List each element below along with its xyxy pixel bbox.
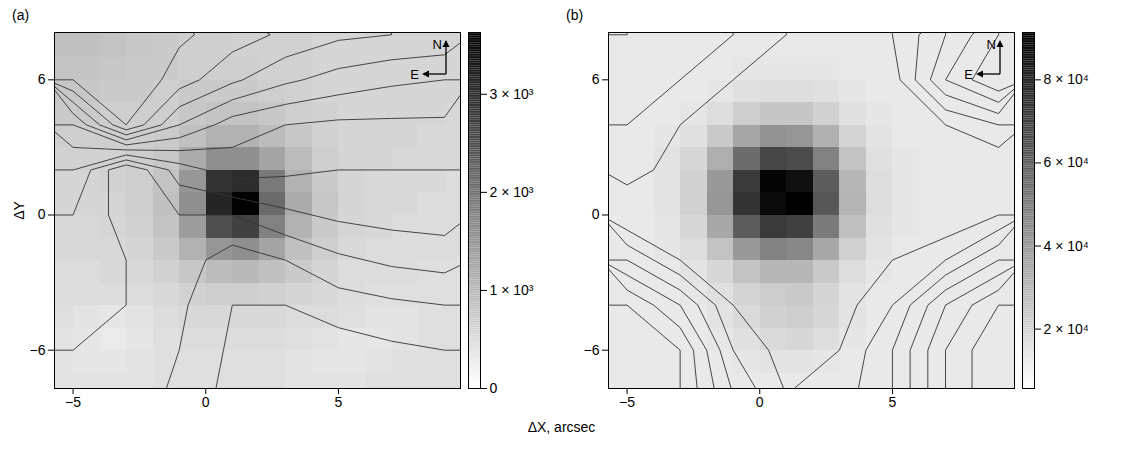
svg-text:ΔY: ΔY [11, 201, 27, 220]
svg-text:−6: −6 [584, 342, 600, 358]
svg-text:0: 0 [490, 380, 498, 396]
svg-text:1 × 10³: 1 × 10³ [490, 282, 534, 298]
svg-text:5: 5 [889, 394, 897, 410]
svg-text:−6: −6 [30, 342, 46, 358]
svg-text:−5: −5 [619, 394, 635, 410]
svg-text:N: N [987, 37, 996, 52]
svg-text:5: 5 [335, 394, 343, 410]
svg-text:0: 0 [202, 394, 210, 410]
svg-text:N: N [433, 37, 442, 52]
svg-text:0: 0 [38, 206, 46, 222]
svg-text:8 × 10⁴: 8 × 10⁴ [1044, 71, 1089, 87]
svg-text:0: 0 [756, 394, 764, 410]
svg-text:6: 6 [38, 71, 46, 87]
svg-text:0: 0 [592, 206, 600, 222]
svg-text:6 × 10⁴: 6 × 10⁴ [1044, 154, 1089, 170]
html-text:(a): (a) [12, 7, 30, 23]
html-text:ΔX, arcsec: ΔX, arcsec [527, 419, 596, 435]
svg-text:3 × 10³: 3 × 10³ [490, 86, 534, 102]
svg-text:2 × 10³: 2 × 10³ [490, 184, 534, 200]
svg-text:6: 6 [592, 71, 600, 87]
svg-text:2 × 10⁴: 2 × 10⁴ [1044, 321, 1089, 337]
svg-text:−5: −5 [65, 394, 81, 410]
svg-text:E: E [410, 67, 419, 82]
svg-text:E: E [964, 67, 973, 82]
html-text:(b): (b) [566, 7, 584, 23]
svg-text:4 × 10⁴: 4 × 10⁴ [1044, 237, 1089, 253]
